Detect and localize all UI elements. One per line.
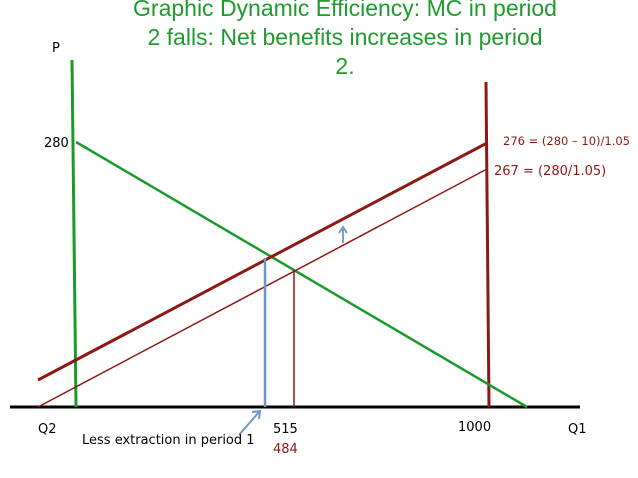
q1-label: Q1 bbox=[568, 422, 587, 437]
upper-mc-annotation: 276 = (280 – 10)/1.05 bbox=[503, 134, 630, 148]
period-2-lower-line bbox=[37, 168, 488, 408]
period-1-marginal-net-benefit-line bbox=[75, 140, 528, 409]
less-extraction-arrow-icon bbox=[238, 409, 262, 436]
q2-label: Q2 bbox=[38, 422, 57, 437]
lower-mc-annotation: 267 = (280/1.05) bbox=[494, 164, 606, 179]
slide-title: Graphic Dynamic Efficiency: MC in period… bbox=[80, 0, 610, 81]
tick-484-label: 484 bbox=[273, 442, 298, 457]
title-line-1: Graphic Dynamic Efficiency: MC in period bbox=[133, 0, 557, 21]
less-extraction-label: Less extraction in period 1 bbox=[82, 433, 255, 448]
price-280-label: 280 bbox=[44, 136, 69, 151]
period-2-upper-line bbox=[37, 141, 488, 382]
tick-515-label: 515 bbox=[273, 422, 298, 437]
q1-vertical-axis bbox=[484, 81, 491, 408]
price-axis-label: P bbox=[52, 41, 60, 56]
title-line-2: 2 falls: Net benefits increases in perio… bbox=[147, 24, 543, 50]
q2-vertical-axis bbox=[70, 59, 78, 408]
tick-1000-label: 1000 bbox=[458, 420, 491, 435]
title-line-3: 2. bbox=[335, 53, 355, 79]
shift-up-arrow-icon bbox=[338, 225, 348, 243]
